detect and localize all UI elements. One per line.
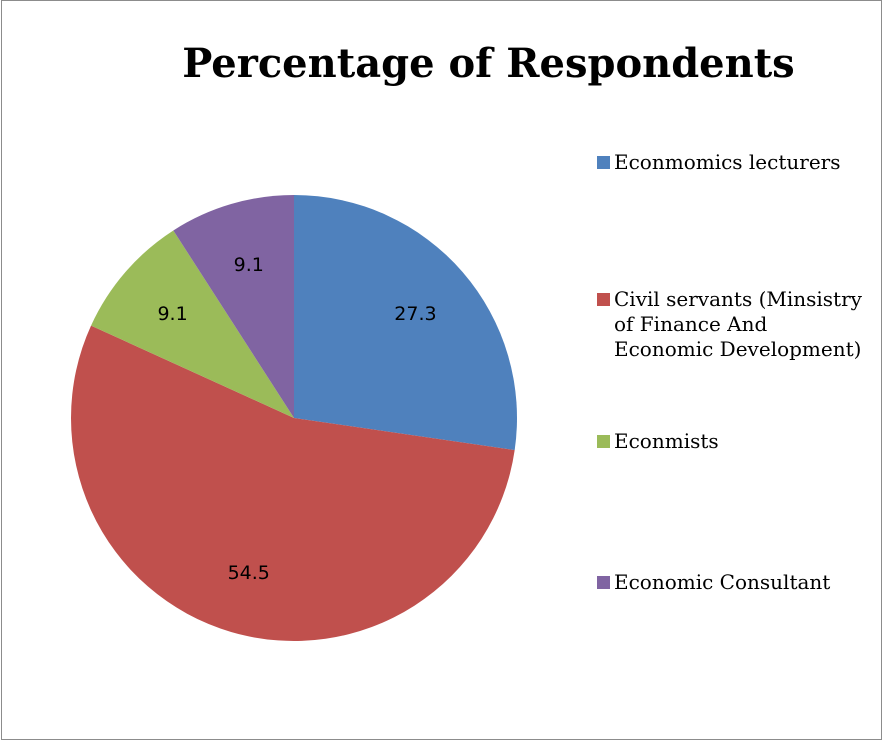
data-label-econmomics-lecturers: 27.3 — [394, 303, 436, 325]
pie-slice-economic-consultant — [173, 195, 294, 418]
pie-slice-econmomics-lecturers — [294, 195, 517, 451]
legend-item-econmists: Econmists — [597, 429, 864, 454]
pie-slice-civil-servants — [71, 325, 515, 641]
legend-swatch — [597, 576, 610, 589]
data-label-civil-servants: 54.5 — [228, 562, 270, 584]
legend-label: Econmomics lecturers — [614, 150, 841, 174]
legend-swatch — [597, 435, 610, 448]
data-label-economic-consultant: 9.1 — [234, 254, 264, 276]
legend-item-civil-servants: Civil servants (Minsistry of Finance And… — [597, 287, 864, 362]
legend-label: Economic Consultant — [614, 570, 831, 594]
pie-slice-econmists — [91, 230, 294, 418]
chart-title: Percentage of Respondents — [182, 40, 795, 87]
legend-label: Civil servants (Minsistry of Finance And… — [614, 287, 862, 361]
data-label-econmists: 9.1 — [157, 303, 187, 325]
legend-swatch — [597, 293, 610, 306]
legend-item-econmomics-lecturers: Econmomics lecturers — [597, 150, 864, 175]
legend-swatch — [597, 156, 610, 169]
legend-item-economic-consultant: Economic Consultant — [597, 570, 864, 595]
legend-label: Econmists — [614, 429, 719, 453]
